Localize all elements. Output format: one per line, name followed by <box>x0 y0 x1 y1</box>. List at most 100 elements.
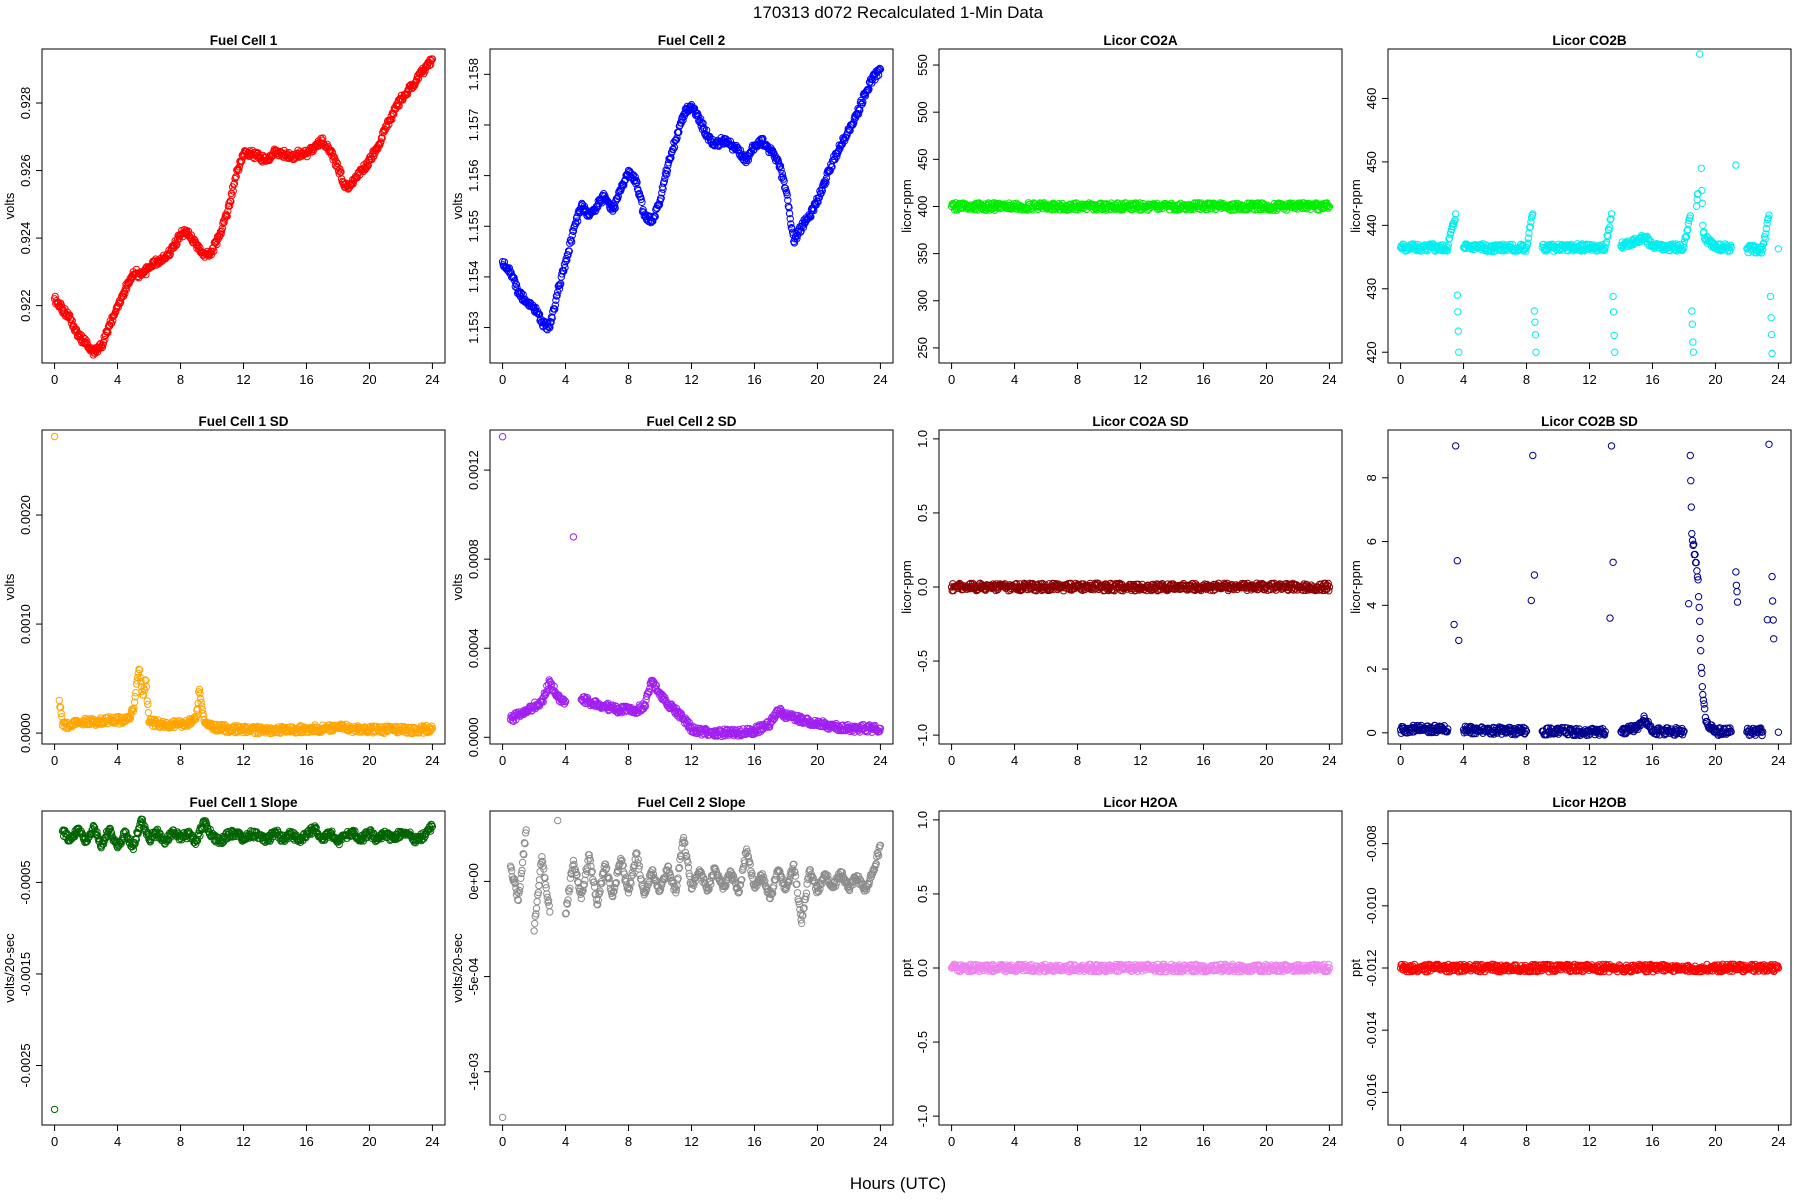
x-tick-label: 0 <box>948 372 955 387</box>
data-point-fill <box>410 82 418 90</box>
data-point-fill <box>67 315 75 324</box>
data-point-fill <box>222 211 231 220</box>
data-point-fill <box>411 81 419 89</box>
data-point <box>1688 307 1696 315</box>
x-tick-label: 0 <box>51 372 58 387</box>
x-tick-label: 0 <box>1397 372 1404 387</box>
data-point <box>498 433 507 441</box>
x-tick-label: 4 <box>1460 372 1467 387</box>
data-point-fill <box>591 207 599 215</box>
data-point-fill <box>778 170 786 178</box>
panel-fc1sd: Fuel Cell 1 SD0 4 8 12 16 20 240.00000.00100.0… <box>2 414 446 768</box>
x-tick-label: 12 <box>1582 372 1596 387</box>
x-tick-label: 0 <box>948 753 955 768</box>
data-point-fill <box>777 166 785 174</box>
data-point-fill <box>144 708 153 717</box>
data-point-fill <box>238 157 246 165</box>
data-point <box>1606 614 1614 622</box>
data-point-fill <box>552 296 560 304</box>
data-point <box>1686 451 1695 460</box>
data-point-fill <box>228 191 236 200</box>
x-tick-label: 24 <box>1771 372 1785 387</box>
data-point-fill <box>822 179 830 187</box>
data-point-fill <box>565 247 573 256</box>
data-point-fill <box>231 174 239 183</box>
x-tick-label: 0 <box>499 372 506 387</box>
x-tick-label: 12 <box>236 753 250 768</box>
data-point-fill <box>1732 581 1741 589</box>
data-point-fill <box>876 64 884 73</box>
y-tick-label: 2 <box>1364 665 1379 672</box>
data-point-fill <box>1689 338 1697 346</box>
x-tick-label: 20 <box>810 753 824 768</box>
data-point-fill <box>658 189 666 197</box>
data-point <box>1530 307 1539 315</box>
plot-frame-co2b <box>1387 48 1792 364</box>
data-point-fill <box>101 336 109 344</box>
data-point-fill <box>404 86 412 94</box>
figure-title: 170313 d072 Recalculated 1-Min Data <box>753 3 1044 22</box>
panel-title-fc1: Fuel Cell 1 <box>210 33 278 48</box>
data-point <box>1530 571 1539 579</box>
data-point <box>1733 598 1742 606</box>
x-tick-label: 0 <box>499 753 506 768</box>
y-axis-label-fc1sd: volts <box>2 573 17 600</box>
data-point <box>1774 728 1783 736</box>
x-tick-label: 4 <box>114 372 121 387</box>
y-axis-label-fc1: volts <box>2 192 17 219</box>
data-point-fill <box>1701 713 1710 722</box>
data-point-fill <box>564 251 572 259</box>
data-point-fill <box>377 138 385 146</box>
data-point-fill <box>126 277 134 286</box>
x-tick-label: 4 <box>1011 372 1018 387</box>
x-tick-label: 16 <box>1196 753 1210 768</box>
x-tick-label: 24 <box>1322 372 1336 387</box>
x-tick-label: 24 <box>1771 753 1785 768</box>
data-point-fill <box>1531 331 1540 339</box>
x-tick-label: 12 <box>236 372 250 387</box>
data-point-fill <box>551 305 559 313</box>
data-point <box>1453 557 1462 565</box>
data-point <box>569 533 578 541</box>
data-point <box>1689 348 1698 356</box>
data-point-fill <box>511 282 519 291</box>
dense-trace-fc1 <box>51 55 436 359</box>
data-point-fill <box>132 689 140 697</box>
data-point-fill <box>403 90 412 98</box>
data-point <box>1611 348 1619 356</box>
data-point-fill <box>194 241 202 249</box>
panel-co2asd: Licor CO2A SD0 4 8 12 16 20 24-1.0-0.50.00.51.… <box>899 414 1343 768</box>
data-point-fill <box>660 177 668 186</box>
data-point-fill <box>196 243 204 252</box>
data-point-fill <box>864 86 872 94</box>
data-point-fill <box>561 263 569 272</box>
x-tick-label: 20 <box>810 372 824 387</box>
data-point-fill <box>142 270 150 279</box>
data-point-fill <box>505 264 513 272</box>
data-point-fill <box>1733 588 1741 596</box>
x-tick-label: 24 <box>425 372 439 387</box>
y-axis-label-co2asd: licor-ppm <box>899 560 914 613</box>
y-tick-label: 0.0012 <box>466 450 481 490</box>
data-point-fill <box>1767 314 1775 322</box>
data-point-fill <box>1693 567 1701 575</box>
data-point-fill <box>785 209 794 218</box>
x-tick-label: 4 <box>1460 753 1467 768</box>
data-point-fill <box>1696 634 1704 643</box>
data-point-fill <box>93 348 102 356</box>
data-point-fill <box>225 202 234 210</box>
data-point-fill <box>349 180 357 188</box>
panel-fc2sd: Fuel Cell 2 SD0 4 8 12 16 20 240.00000.00040.0… <box>450 414 894 768</box>
data-point <box>1765 440 1773 448</box>
y-tick-label: 0 <box>1364 729 1379 736</box>
x-tick-label: 20 <box>1259 753 1273 768</box>
plot-frame-fc2sd <box>489 429 894 745</box>
y-tick-label: 6 <box>1364 538 1379 545</box>
x-tick-label: 4 <box>562 753 569 768</box>
data-point <box>1532 348 1540 356</box>
data-point-fill <box>547 318 555 327</box>
panel-title-co2a: Licor CO2A <box>1103 33 1178 48</box>
x-tick-label: 12 <box>1582 753 1596 768</box>
